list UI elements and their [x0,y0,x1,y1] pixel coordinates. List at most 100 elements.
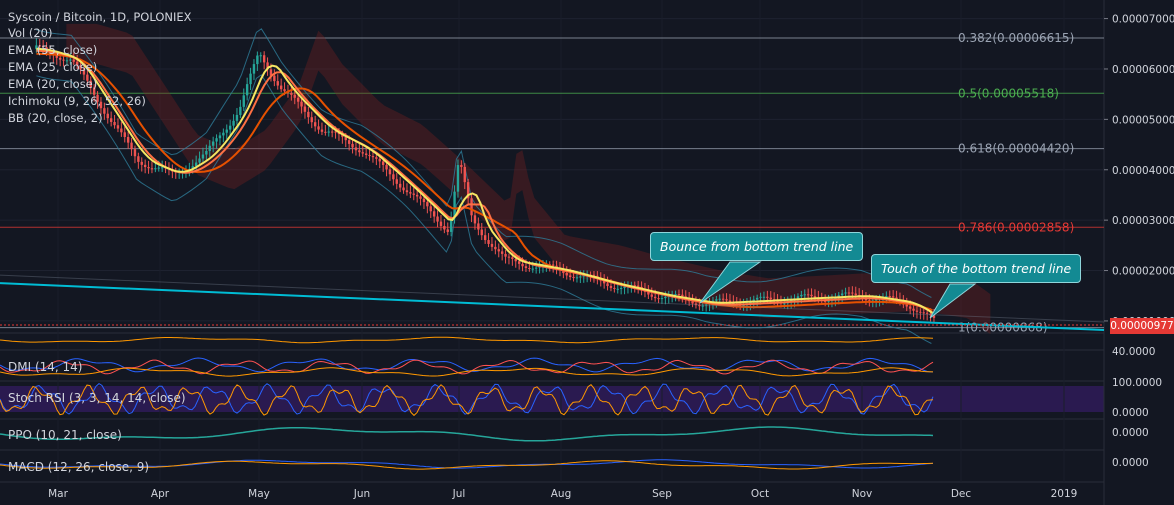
candle-body [701,305,704,307]
candle-body [755,297,759,300]
macd-line [0,459,934,469]
candle-body [480,229,483,236]
candle-body [504,253,507,257]
x-tick-label: Oct [751,488,769,500]
candle-body [228,125,232,130]
x-tick-label: Aug [551,488,572,500]
candle-body [412,193,415,195]
x-tick-label: May [248,488,270,500]
candle-body [766,296,769,298]
candle-body [191,166,194,169]
overlay-bb: BB (20, close, 2) [8,111,103,125]
pane-label-ppo: PPO (10, 21, close) [8,428,122,442]
candle-body [262,55,266,63]
callout-bounce-pointer [699,261,762,304]
candle-body [273,75,276,82]
candle-body [82,69,86,75]
candle-body [320,129,324,132]
candle-body [103,108,106,114]
candle-body [704,304,708,306]
candle-body [62,59,65,61]
candle-body [38,45,41,47]
dmi-minus-line [0,359,934,375]
candle-body [368,154,371,157]
candle-body [769,297,772,300]
candle-body [653,296,657,299]
candle-body [497,249,500,252]
candle-body [69,59,72,61]
candle-body [143,164,147,168]
candle-body [303,106,307,112]
overlay-ema-20: EMA (20, close) [8,77,98,91]
candle-body [371,156,375,158]
candle-body [364,153,368,155]
candle-body [351,143,354,148]
x-tick-label: Sep [652,488,672,500]
ppo-line [0,426,934,442]
candle-body [330,131,334,133]
stoch-d-line [0,384,934,417]
candle-body [426,202,429,207]
dmi-plus-line [0,357,933,373]
candle-body [385,164,388,170]
callout-touch[interactable]: Touch of the bottom trend line [871,254,1082,283]
candle-body [810,294,813,297]
candle-body [436,216,439,222]
candle-body [460,165,463,167]
candle-body [154,168,157,170]
candle-body [242,95,245,107]
candle-body [647,291,650,295]
y-tick-label: 0.00004000 [1112,165,1174,177]
candle-body [912,308,915,311]
candle-body [514,258,517,262]
x-tick-label: Apr [151,488,170,500]
candle-body [307,111,310,118]
candle-body [259,55,262,57]
x-tick-label: Dec [951,488,972,500]
candle-body [728,300,732,303]
candle-body [283,89,286,92]
candle-body [551,264,555,266]
callout-touch-pointer [929,283,977,319]
macd-signal-line [0,460,934,470]
overlay-ema-55: EMA (55, close) [8,43,98,57]
candle-body [800,294,803,297]
candle-body [698,305,701,307]
candle-body [517,261,521,264]
bollinger-band-lower [36,74,932,344]
candle-body [572,277,575,279]
candle-body [650,294,653,297]
pane-axis-label: 100.0000 [1112,377,1162,389]
candle-body [344,136,347,141]
candle-body [473,215,477,224]
candle-body [395,179,398,184]
candle-body [439,221,443,226]
candle-body [528,267,531,269]
candle-body [41,45,45,48]
candle-body [392,174,395,180]
candle-body [201,154,205,159]
candle-body [783,303,786,305]
fib-level-label: 0.5(0.00005518) [958,86,1059,100]
candle-body [249,73,252,85]
pane-axis-label: 40.0000 [1112,346,1155,358]
candle-body [823,300,827,302]
candle-body [694,303,698,306]
candle-body [402,187,405,191]
x-tick-label: Jun [353,488,370,500]
candle-body [45,47,48,50]
candle-body [616,288,619,290]
pane-label-macd: MACD (12, 26, close, 9) [8,460,150,474]
candle-body [762,296,766,298]
candle-body [75,61,79,66]
candle-body [742,305,745,307]
overlay-vol: Vol (20) [8,26,53,40]
pane-label-stoch-rsi: Stoch RSI (3, 3, 14, 14, close) [8,391,186,405]
candle-body [378,158,381,162]
candle-body [327,131,330,133]
candle-body [609,286,613,288]
callout-bounce[interactable]: Bounce from bottom trend line [650,232,864,261]
candle-body [891,296,895,298]
candle-body [483,235,487,241]
candle-body [157,167,160,169]
